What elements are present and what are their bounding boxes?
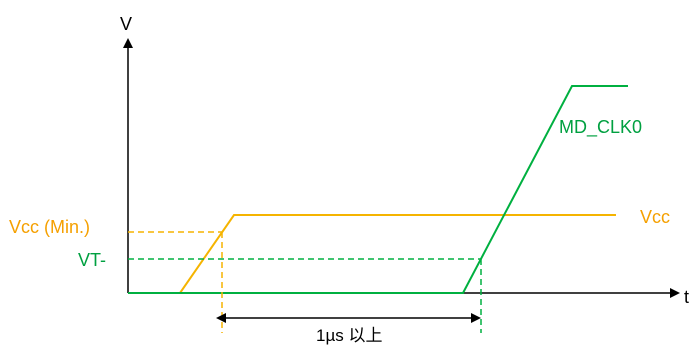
vt-minus-label: VT- xyxy=(78,250,106,270)
vcc-label: Vcc xyxy=(640,207,670,227)
x-axis-label: t xyxy=(684,287,689,307)
interval-label: 1µs 以上 xyxy=(316,326,382,345)
vcc-trace xyxy=(128,214,616,294)
vcc-min-label: Vcc (Min.) xyxy=(9,217,90,237)
md-clk0-label: MD_CLK0 xyxy=(559,117,642,138)
y-axis-label: V xyxy=(120,14,132,34)
md-clk0-trace xyxy=(128,85,628,294)
